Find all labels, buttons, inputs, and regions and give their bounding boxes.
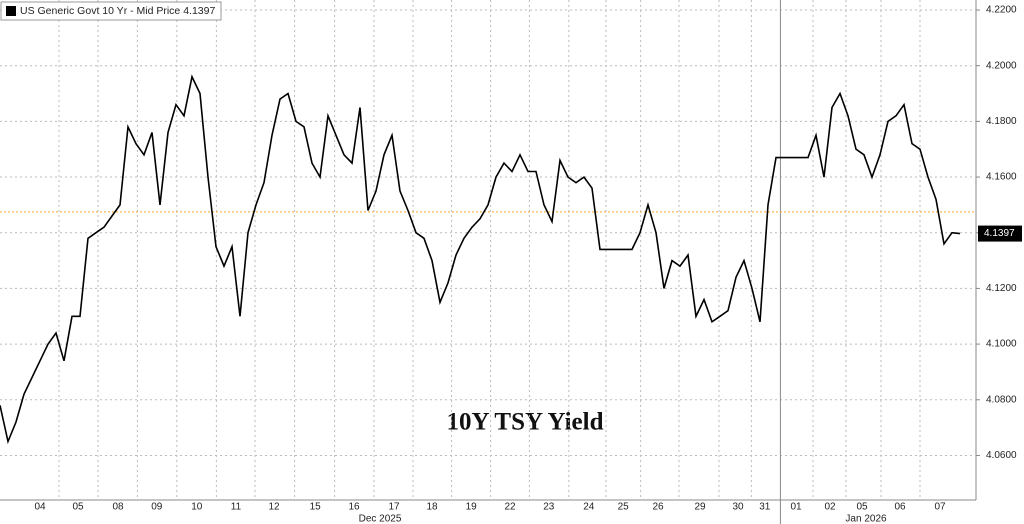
month-label: Jan 2026 bbox=[845, 514, 887, 524]
x-tick-label: 16 bbox=[348, 502, 360, 513]
legend-label: US Generic Govt 10 Yr - Mid Price 4.1397 bbox=[20, 5, 215, 17]
last-value-label: 4.1397 bbox=[984, 228, 1015, 239]
y-tick-label: 4.0600 bbox=[986, 450, 1017, 461]
y-tick-label: 4.1600 bbox=[986, 172, 1017, 183]
x-tick-label: 24 bbox=[583, 502, 595, 513]
x-tick-label: 29 bbox=[694, 502, 706, 513]
y-tick-label: 4.2200 bbox=[986, 5, 1017, 16]
y-tick-label: 4.1200 bbox=[986, 283, 1017, 294]
y-tick-label: 4.2000 bbox=[986, 60, 1017, 71]
x-tick-label: 08 bbox=[112, 502, 124, 513]
legend-box bbox=[0, 1, 222, 21]
x-tick-label: 07 bbox=[934, 502, 946, 513]
x-tick-label: 15 bbox=[310, 502, 322, 513]
x-tick-label: 23 bbox=[543, 502, 555, 513]
x-tick-label: 12 bbox=[268, 502, 280, 513]
last-value-box bbox=[978, 225, 1022, 242]
x-tick-label: 09 bbox=[151, 502, 163, 513]
x-tick-label: 22 bbox=[504, 502, 516, 513]
x-tick-label: 17 bbox=[388, 502, 400, 513]
x-tick-label: 26 bbox=[652, 502, 664, 513]
x-tick-label: 18 bbox=[426, 502, 438, 513]
x-tick-label: 01 bbox=[790, 502, 802, 513]
x-tick-label: 30 bbox=[732, 502, 744, 513]
month-label: Dec 2025 bbox=[359, 514, 402, 524]
x-tick-label: 10 bbox=[191, 502, 203, 513]
legend-swatch bbox=[6, 6, 16, 16]
x-tick-label: 11 bbox=[231, 502, 242, 513]
x-tick-label: 02 bbox=[824, 502, 836, 513]
x-tick-label: 31 bbox=[759, 502, 771, 513]
y-tick-label: 4.0800 bbox=[986, 394, 1017, 405]
x-tick-label: 04 bbox=[34, 502, 46, 513]
x-tick-label: 25 bbox=[618, 502, 630, 513]
x-tick-label: 06 bbox=[894, 502, 906, 513]
x-tick-label: 05 bbox=[72, 502, 84, 513]
line-series bbox=[0, 74, 961, 445]
y-tick-label: 4.1000 bbox=[986, 339, 1017, 350]
x-tick-label: 19 bbox=[466, 502, 478, 513]
y-tick-label: 4.1800 bbox=[986, 116, 1017, 127]
x-tick-label: 05 bbox=[856, 502, 868, 513]
annotation: 10Y TSY Yield bbox=[447, 409, 604, 436]
